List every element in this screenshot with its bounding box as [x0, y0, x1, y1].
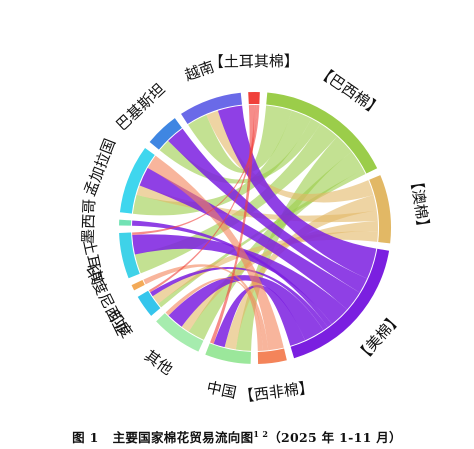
label-墨西哥: 墨西哥 [79, 198, 99, 244]
ribbon-西非棉-孟加拉国 [147, 155, 284, 351]
ribbon-土耳其棉-中国 [210, 105, 255, 344]
ribbon-美棉-越南 [217, 105, 377, 279]
chord-chart: 【土耳其棉】【巴西棉】【澳棉】【美棉】【西非棉】中国其他印度印度尼西亚土耳其墨西… [79, 52, 433, 406]
footnote-marks: 1 2 [253, 428, 269, 439]
arc-澳棉 [369, 175, 392, 244]
figure-period: （2025 年 1-11 月） [268, 430, 402, 445]
arc-孟加拉国 [119, 147, 155, 214]
ribbon-美棉-巴基斯坦 [168, 128, 368, 293]
ribbon-巴西棉-孟加拉国 [132, 110, 312, 216]
arc-印度 [137, 290, 161, 316]
label-土耳其: 土耳其 [80, 238, 107, 286]
arc-美棉 [290, 248, 390, 359]
ribbon-澳棉-中国 [224, 195, 377, 350]
label-越南: 越南 [182, 58, 216, 85]
ribbon-美棉-孟加拉国 [139, 167, 360, 310]
ribbon-美棉-其他 [168, 275, 324, 341]
figure-number: 图 1 [72, 430, 99, 445]
arc-土耳其棉 [248, 92, 260, 105]
label-巴基斯坦: 巴基斯坦 [113, 80, 169, 134]
chord-ribbons [132, 104, 378, 351]
ribbon-巴西棉-土耳其 [134, 123, 338, 274]
ribbon-巴西棉-越南 [188, 105, 292, 174]
ribbon-巴西棉-中国 [235, 136, 352, 351]
figure-title: 主要国家棉花贸易流向图 [112, 430, 254, 445]
label-西非棉: 【西非棉】 [238, 378, 315, 406]
arc-印度尼西亚 [131, 280, 145, 291]
ribbon-美棉-中国 [213, 285, 306, 348]
arc-墨西哥 [119, 219, 132, 226]
arc-巴西棉 [266, 92, 378, 174]
arc-越南 [181, 92, 243, 124]
label-中国: 中国 [205, 378, 238, 402]
label-美棉: 【美棉】 [352, 309, 405, 366]
label-孟加拉国: 孟加拉国 [81, 136, 120, 198]
ribbon-巴西棉-其他 [188, 151, 364, 340]
ribbon-澳棉-越南 [206, 110, 374, 203]
arc-其他 [156, 313, 204, 352]
arc-中国 [205, 343, 251, 364]
label-其他: 其他 [141, 346, 176, 378]
label-澳棉: 【澳棉】 [407, 173, 433, 235]
figure-caption: 图 1 主要国家棉花贸易流向图1 2（2025 年 1-11 月） [0, 427, 474, 446]
ribbon-巴西棉-印度 [158, 169, 366, 308]
arc-土耳其 [119, 232, 140, 279]
arc-巴基斯坦 [149, 118, 182, 150]
chord-arcs [119, 92, 392, 364]
arc-西非棉 [257, 348, 287, 364]
label-土耳其棉: 【土耳其棉】 [209, 52, 299, 71]
